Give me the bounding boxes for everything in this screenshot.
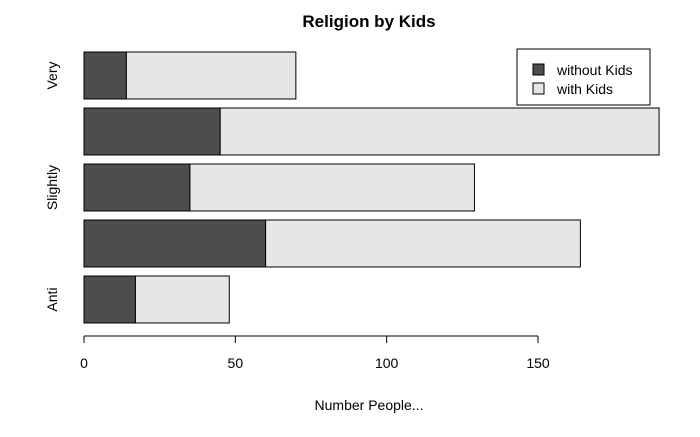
x-tick-label-50: 50 bbox=[228, 355, 244, 371]
x-axis-label: Number People... bbox=[315, 397, 424, 413]
bar-without-kids-4 bbox=[83, 51, 127, 100]
legend-box bbox=[516, 48, 651, 106]
legend-swatch-0 bbox=[532, 63, 545, 76]
bar-with-kids-4 bbox=[125, 51, 297, 100]
bar-with-kids-1 bbox=[265, 219, 581, 268]
bar-with-kids-3 bbox=[219, 107, 660, 156]
x-tick-label-150: 150 bbox=[526, 355, 550, 371]
category-label-slightly: Slightly bbox=[44, 165, 60, 210]
category-labels: Anti Slightly Very bbox=[44, 61, 60, 311]
category-label-very: Very bbox=[44, 61, 60, 89]
bar-with-kids-0 bbox=[134, 275, 230, 324]
legend-swatch-1 bbox=[532, 82, 545, 95]
x-tick-label-0: 0 bbox=[80, 355, 88, 371]
bar-without-kids-3 bbox=[83, 107, 221, 156]
legend-label-0: without Kids bbox=[556, 62, 632, 78]
x-tick-label-100: 100 bbox=[375, 355, 399, 371]
bar-without-kids-1 bbox=[83, 219, 267, 268]
bar-with-kids-2 bbox=[189, 163, 475, 212]
bar-without-kids-0 bbox=[83, 275, 136, 324]
legend: without Kids with Kids bbox=[516, 48, 651, 106]
x-axis: 0 50 100 150 bbox=[80, 335, 550, 371]
legend-label-1: with Kids bbox=[556, 81, 613, 97]
chart-title: Religion by Kids bbox=[302, 12, 435, 31]
bars-group bbox=[83, 51, 660, 324]
bar-without-kids-2 bbox=[83, 163, 191, 212]
category-label-anti: Anti bbox=[44, 287, 60, 311]
